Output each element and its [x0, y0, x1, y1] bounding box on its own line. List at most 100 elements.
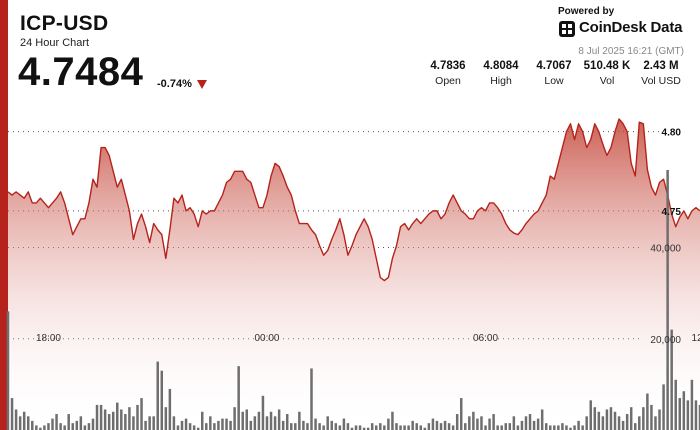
- volume-bar: [306, 423, 309, 430]
- volume-bar: [310, 368, 313, 430]
- x-tick-label: 18:00: [36, 333, 61, 344]
- volume-bar: [379, 423, 382, 430]
- volume-bar: [136, 404, 139, 430]
- volume-bar: [694, 400, 698, 430]
- volume-bar: [431, 418, 435, 430]
- volume-bar: [205, 423, 208, 430]
- volume-bar: [269, 411, 273, 430]
- volume-bar: [103, 409, 107, 430]
- volume-bar: [164, 407, 168, 430]
- volume-bar: [464, 423, 467, 430]
- volume-bar: [435, 420, 439, 430]
- volume-bar: [107, 414, 111, 430]
- volume-bar: [350, 427, 354, 430]
- stat-high-value: 4.8084: [483, 60, 519, 72]
- volume-bar: [682, 391, 686, 430]
- volume-bars: [6, 170, 700, 430]
- stat-vol: 510.48 K Vol: [580, 60, 634, 87]
- volume-bar: [290, 423, 293, 430]
- volume-bar: [666, 170, 669, 430]
- volume-bar: [87, 423, 91, 430]
- volume-bar: [354, 425, 358, 430]
- stat-open-value: 4.7836: [430, 60, 466, 72]
- volume-bar: [613, 411, 617, 430]
- volume-bar: [221, 418, 224, 430]
- volume-bar: [26, 416, 30, 430]
- volume-bar: [419, 425, 423, 430]
- volume-bar: [241, 411, 244, 430]
- volume-bar: [362, 427, 366, 430]
- volume-bar: [285, 414, 289, 430]
- volume-bar: [621, 420, 625, 430]
- volume-bar: [690, 379, 694, 430]
- volume-bar: [338, 425, 342, 430]
- volume-bar: [322, 425, 325, 430]
- volume-bar: [265, 416, 269, 430]
- volume-bar: [245, 409, 248, 430]
- volume-bar: [569, 427, 572, 430]
- volume-bar: [330, 420, 333, 430]
- volume-bar: [387, 418, 390, 430]
- volume-bar: [261, 395, 265, 430]
- volume-bar: [209, 416, 212, 430]
- volume-bar: [39, 427, 42, 430]
- volume-bar: [605, 409, 609, 430]
- volume-bar: [662, 384, 665, 430]
- volume-bar: [14, 409, 18, 430]
- volume-bar: [650, 404, 653, 430]
- volume-bar: [180, 420, 184, 430]
- volume-bar: [31, 420, 34, 430]
- stat-high: 4.8084 High: [479, 60, 523, 87]
- stat-vol-value: 510.48 K: [583, 60, 631, 72]
- price-tick-label: 4.80: [662, 128, 682, 139]
- volume-bar: [609, 407, 613, 430]
- volume-bar: [229, 420, 232, 430]
- stat-vol-usd-value: 2.43 M: [643, 60, 679, 72]
- volume-bar: [67, 414, 70, 430]
- volume-bar: [577, 420, 580, 430]
- volume-bar: [544, 423, 548, 430]
- volume-bar: [407, 425, 410, 430]
- volume-bar: [427, 423, 431, 430]
- volume-bar: [423, 427, 427, 430]
- volume-bar: [156, 361, 159, 430]
- volume-bar: [403, 425, 406, 430]
- volume-bar: [6, 311, 10, 430]
- volume-bar: [59, 423, 62, 430]
- volume-bar: [459, 398, 463, 430]
- volume-bar: [617, 416, 621, 430]
- volume-bar: [75, 420, 79, 430]
- coindesk-logo-icon: [559, 21, 575, 37]
- volume-bar: [439, 423, 443, 430]
- volume-bar: [532, 420, 536, 430]
- volume-bar: [496, 425, 499, 430]
- volume-bar: [128, 407, 131, 430]
- brand-name[interactable]: CoinDesk Data: [579, 19, 683, 36]
- x-tick-label: 00:00: [254, 333, 279, 344]
- volume-bar: [18, 416, 22, 430]
- volume-bar: [144, 420, 147, 430]
- price-line: [7, 118, 700, 282]
- volume-bar: [120, 409, 123, 430]
- x-tick-label: 06:00: [473, 333, 498, 344]
- price-change: -0.74%: [157, 78, 192, 90]
- volume-bar: [91, 418, 95, 430]
- chart-subtitle: 24 Hour Chart: [20, 37, 90, 49]
- volume-bar: [116, 402, 119, 430]
- volume-tick-label: 20,000: [650, 335, 681, 346]
- volume-bar: [593, 407, 597, 430]
- volume-bar: [451, 425, 455, 430]
- volume-bar: [188, 423, 192, 430]
- volume-bar: [597, 411, 601, 430]
- volume-bar: [201, 411, 204, 430]
- stat-vol-usd: 2.43 M Vol USD: [636, 60, 686, 87]
- volume-bar: [634, 423, 637, 430]
- volume-bar: [472, 411, 475, 430]
- volume-bar: [10, 398, 14, 430]
- volume-bar: [294, 423, 297, 430]
- volume-bar: [528, 414, 532, 430]
- volume-bar: [399, 425, 402, 430]
- volume-bar: [314, 418, 317, 430]
- volume-bar: [249, 420, 253, 430]
